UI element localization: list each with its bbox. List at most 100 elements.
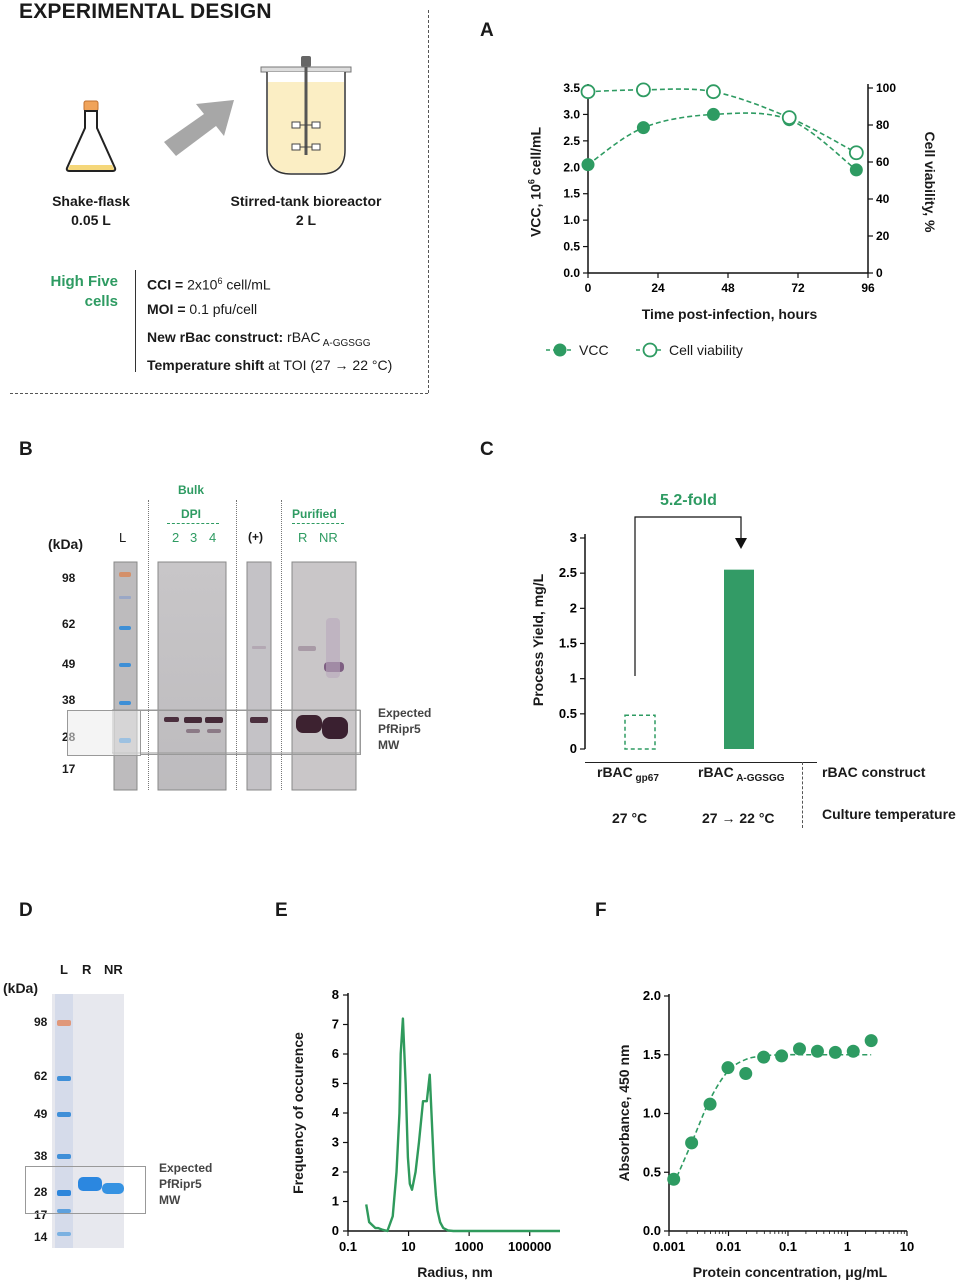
vcc-point bbox=[706, 107, 720, 121]
panel-f-ylabel: Absorbance, 450 nm bbox=[616, 1044, 632, 1181]
panel-a-right-tick-label: 80 bbox=[876, 118, 890, 132]
panel-a-left-tick-label: 2.0 bbox=[563, 160, 580, 174]
cci-row: CCI = 2x106 cell/mL bbox=[147, 276, 271, 293]
panel-a-left-tick-label: 2.5 bbox=[563, 134, 580, 148]
panel-e-x-tick-label: 0.1 bbox=[339, 1239, 357, 1254]
panel-a-left-tick-label: 0.0 bbox=[563, 266, 580, 280]
panel-b-marker-label: 17 bbox=[62, 762, 76, 776]
bar2-label: rBAC A-GGSGG bbox=[698, 764, 785, 784]
conditions-bracket bbox=[135, 270, 136, 372]
panel-e-y-tick-label: 4 bbox=[332, 1105, 340, 1120]
panel-f-data-point bbox=[703, 1097, 717, 1111]
panel-a-x-tick-label: 72 bbox=[791, 281, 805, 295]
panel-a-letter: A bbox=[480, 20, 494, 41]
panel-a-left-tick-label: 0.5 bbox=[563, 240, 580, 254]
panel-c-y-tick-label: 2 bbox=[570, 600, 577, 615]
panel-e-y-tick-label: 8 bbox=[332, 987, 339, 1002]
panel-e-y-tick-label: 7 bbox=[332, 1017, 339, 1032]
legend-vcc-icon bbox=[546, 343, 574, 357]
panel-b-marker-label: 62 bbox=[62, 617, 76, 631]
flask-volume: 0.05 L bbox=[71, 212, 111, 228]
fold-label: 5.2-fold bbox=[660, 492, 717, 509]
lane-dpi-4: 4 bbox=[209, 530, 217, 545]
panel-e-y-tick-label: 1 bbox=[332, 1194, 339, 1209]
panel-d-letter: D bbox=[19, 900, 33, 921]
panel-c-y-tick-label: 2.5 bbox=[559, 565, 577, 580]
legend-viability-label: Cell viability bbox=[669, 342, 743, 358]
panel-e-y-tick-label: 2 bbox=[332, 1164, 339, 1179]
panel-a-x-tick-label: 0 bbox=[585, 281, 592, 295]
viability-point bbox=[580, 84, 596, 100]
design-title: EXPERIMENTAL DESIGN bbox=[19, 0, 272, 23]
panel-a-series-line-viability bbox=[587, 88, 857, 154]
fold-arrowhead bbox=[735, 538, 747, 549]
panel-c-chart: 0 0.5 1 1.5 2 2.5 3 bbox=[559, 516, 754, 756]
lane-d-reduced: R bbox=[82, 962, 92, 977]
legend-vcc-label: VCC bbox=[579, 342, 609, 358]
expected-b-1: Expected bbox=[378, 706, 432, 720]
lane-ladder-label: L bbox=[119, 530, 127, 545]
panel-f-y-tick-label: 1.0 bbox=[643, 1106, 661, 1121]
panel-f-xlabel: Protein concentration, μg/mL bbox=[692, 1264, 888, 1280]
panel-e-y-tick-label: 0 bbox=[332, 1223, 339, 1238]
design-divider-vertical bbox=[428, 10, 429, 393]
panel-d-marker-label: 62 bbox=[34, 1069, 48, 1083]
panel-a-series-line-vcc bbox=[587, 112, 857, 171]
expected-b-3: MW bbox=[378, 738, 400, 752]
panel-d-marker-label: 49 bbox=[34, 1107, 48, 1121]
row-construct: rBAC construct bbox=[822, 764, 926, 780]
dpi-underline bbox=[167, 523, 219, 524]
viability-point bbox=[706, 84, 721, 100]
panel-c-table-divider bbox=[802, 762, 803, 828]
lane-d-nonreduced: NR bbox=[104, 962, 123, 977]
panel-a-left-tick-label: 3.0 bbox=[563, 107, 580, 121]
panel-b-kda: (kDa) bbox=[48, 536, 84, 552]
panel-f-y-tick-label: 0.0 bbox=[643, 1223, 661, 1238]
panel-e-ylabel: Frequency of occurence bbox=[290, 1031, 306, 1194]
panel-a-x-tick-label: 24 bbox=[651, 281, 665, 295]
temperature-row: Temperature shift at TOI (27 → 22 °C) bbox=[147, 357, 393, 373]
expected-b-2: PfRipr5 bbox=[378, 722, 421, 736]
viability-point bbox=[848, 145, 864, 161]
panel-f-data-point bbox=[775, 1049, 789, 1063]
panel-c-y-tick-label: 0 bbox=[570, 741, 577, 756]
panel-e-x-tick-label: 10 bbox=[401, 1239, 415, 1254]
panel-c-y-tick-label: 3 bbox=[570, 530, 577, 545]
bulk-label: Bulk bbox=[178, 483, 205, 497]
lane-reduced: R bbox=[298, 530, 308, 545]
expected-box bbox=[140, 710, 361, 755]
dpi-label: DPI bbox=[181, 507, 202, 521]
panel-e-distribution-line bbox=[365, 1017, 560, 1233]
vcc-point bbox=[849, 163, 863, 177]
row-temperature: Culture temperature bbox=[822, 806, 956, 822]
lane-positive: (+) bbox=[248, 530, 263, 544]
panel-e-x-tick-label: 100000 bbox=[508, 1239, 551, 1254]
panel-a-x-tick-label: 48 bbox=[721, 281, 735, 295]
panel-a-ylabel-left: VCC, 106 cell/mL bbox=[526, 126, 544, 238]
panel-f-x-tick-label: 10 bbox=[900, 1239, 914, 1254]
panel-d-gel bbox=[52, 994, 124, 1248]
construct-row: New rBac construct: rBAC A-GGSGG bbox=[147, 329, 371, 349]
lane-d-ladder: L bbox=[60, 962, 68, 977]
panel-e-x-tick-label: 1000 bbox=[455, 1239, 484, 1254]
panel-a-xlabel: Time post-infection, hours bbox=[641, 306, 818, 322]
panel-f-data-point bbox=[757, 1050, 771, 1064]
bar1-label: rBAC gp67 bbox=[597, 764, 659, 784]
bioreactor-label: Stirred-tank bioreactor bbox=[230, 193, 382, 209]
panel-c-bar-1 bbox=[624, 714, 656, 750]
panel-a-x-tick-label: 96 bbox=[861, 281, 875, 295]
fold-bracket bbox=[634, 516, 742, 676]
lane-dpi-2: 2 bbox=[172, 530, 180, 545]
arrow-icon bbox=[164, 100, 234, 156]
panel-c-y-tick-label: 1.5 bbox=[559, 636, 577, 651]
panel-d-marker-label: 17 bbox=[34, 1208, 48, 1222]
panel-f-x-tick-label: 0.1 bbox=[779, 1239, 797, 1254]
panel-f-chart: 0.0 0.5 1.0 1.5 2.0 0.001 0.01 0.1 1 10 bbox=[643, 988, 914, 1254]
panel-d-marker-label: 14 bbox=[34, 1230, 48, 1244]
purified-label: Purified bbox=[292, 507, 337, 521]
panel-e-y-tick-label: 5 bbox=[332, 1076, 339, 1091]
panel-a-right-tick-label: 0 bbox=[876, 266, 883, 280]
expected-d-1: Expected bbox=[159, 1161, 213, 1175]
panel-e-y-tick-label: 3 bbox=[332, 1135, 339, 1150]
panel-c-letter: C bbox=[480, 439, 494, 460]
